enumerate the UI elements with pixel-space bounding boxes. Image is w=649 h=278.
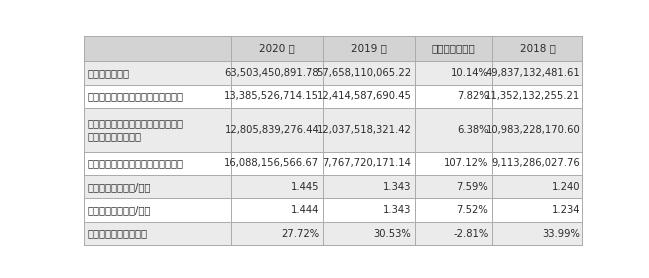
Text: 7.59%: 7.59% <box>457 182 489 192</box>
Bar <box>84 108 582 152</box>
Text: 归属于上市公司股东的净利润（元）: 归属于上市公司股东的净利润（元） <box>87 91 183 101</box>
Text: 1.343: 1.343 <box>383 205 411 215</box>
Text: 12,037,518,321.42: 12,037,518,321.42 <box>316 125 411 135</box>
Text: 2019 年: 2019 年 <box>350 43 387 53</box>
Text: 10.14%: 10.14% <box>450 68 489 78</box>
Text: 16,088,156,566.67: 16,088,156,566.67 <box>224 158 319 168</box>
Bar <box>84 152 582 175</box>
Text: 57,658,110,065.22: 57,658,110,065.22 <box>316 68 411 78</box>
Text: 30.53%: 30.53% <box>374 229 411 239</box>
Text: 基本每股收益（元/股）: 基本每股收益（元/股） <box>87 182 151 192</box>
Text: -2.81%: -2.81% <box>453 229 489 239</box>
Text: 107.12%: 107.12% <box>444 158 489 168</box>
Text: 6.38%: 6.38% <box>457 125 489 135</box>
Text: 经营活动产生的现金流量净额（元）: 经营活动产生的现金流量净额（元） <box>87 158 183 168</box>
Text: 9,113,286,027.76: 9,113,286,027.76 <box>492 158 581 168</box>
Text: 10,983,228,170.60: 10,983,228,170.60 <box>486 125 581 135</box>
Text: 本年比上年增减: 本年比上年增减 <box>432 43 475 53</box>
Text: 12,805,839,276.44: 12,805,839,276.44 <box>225 125 319 135</box>
Text: 1.234: 1.234 <box>552 205 581 215</box>
Text: 归属于上市公司股东的扣除非经常性
损益的净利润（元）: 归属于上市公司股东的扣除非经常性 损益的净利润（元） <box>87 118 183 142</box>
Text: 7,767,720,171.14: 7,767,720,171.14 <box>323 158 411 168</box>
Text: 7.52%: 7.52% <box>457 205 489 215</box>
Text: 2020 年: 2020 年 <box>259 43 295 53</box>
Text: 营业收入（元）: 营业收入（元） <box>87 68 129 78</box>
Text: 1.240: 1.240 <box>552 182 581 192</box>
Text: 2018 年: 2018 年 <box>520 43 556 53</box>
Bar <box>84 175 582 198</box>
Text: 1.343: 1.343 <box>383 182 411 192</box>
Text: 49,837,132,481.61: 49,837,132,481.61 <box>486 68 581 78</box>
Bar <box>84 222 582 245</box>
Text: 7.82%: 7.82% <box>457 91 489 101</box>
Bar <box>84 85 582 108</box>
Text: 27.72%: 27.72% <box>281 229 319 239</box>
Text: 33.99%: 33.99% <box>543 229 581 239</box>
Bar <box>84 61 582 85</box>
Bar <box>84 36 582 61</box>
Text: 63,503,450,891.78: 63,503,450,891.78 <box>225 68 319 78</box>
Text: 12,414,587,690.45: 12,414,587,690.45 <box>316 91 411 101</box>
Text: 13,385,526,714.15: 13,385,526,714.15 <box>224 91 319 101</box>
Text: 稀释每股收益（元/股）: 稀释每股收益（元/股） <box>87 205 151 215</box>
Text: 11,352,132,255.21: 11,352,132,255.21 <box>485 91 581 101</box>
Bar <box>84 198 582 222</box>
Text: 加权平均净资产收益率: 加权平均净资产收益率 <box>87 229 147 239</box>
Text: 1.444: 1.444 <box>291 205 319 215</box>
Text: 1.445: 1.445 <box>291 182 319 192</box>
